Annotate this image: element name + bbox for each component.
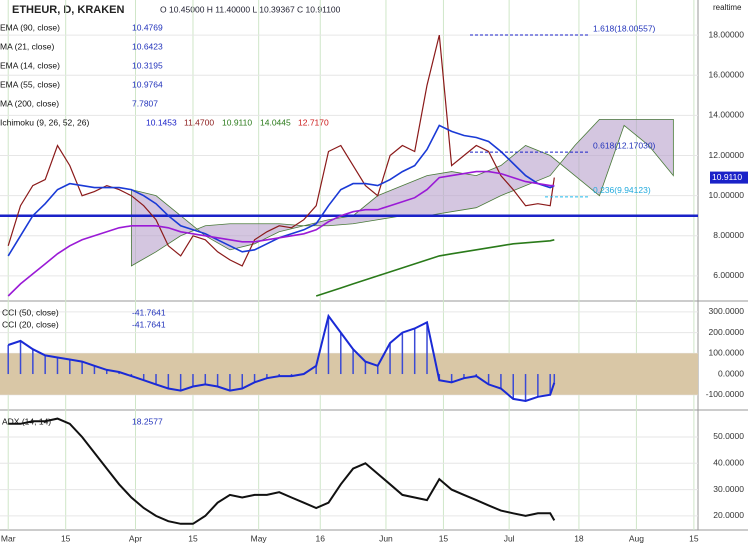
x-tick-label: 15 — [61, 533, 71, 543]
y-tick-label: 12.00000 — [709, 150, 745, 160]
x-tick-label: Jul — [504, 533, 515, 543]
price-tag — [710, 171, 748, 184]
legend-value: 10.9110 — [222, 117, 252, 127]
x-tick-label: Mar — [1, 533, 16, 543]
x-tick-label: May — [251, 533, 268, 543]
realtime: realtime — [713, 3, 742, 12]
fib-label: 0.618(12.17030) — [593, 140, 656, 150]
legend-value: 7.7807 — [132, 98, 158, 108]
legend-value: 14.0445 — [260, 117, 291, 127]
price-tag-label: 10.9110 — [712, 172, 742, 182]
series-line — [7, 313, 556, 403]
y-tick-label: 30.0000 — [713, 484, 744, 494]
y-tick-label: 18.00000 — [709, 29, 745, 39]
legend-label: MA (200, close) — [0, 98, 59, 108]
legend-value: -41.7641 — [132, 307, 166, 317]
legend-label: CCI (50, close) — [2, 307, 59, 317]
legend-label: EMA (55, close) — [0, 79, 60, 89]
fib-label: 1.618(18.00557) — [593, 23, 656, 33]
y-tick-label: 10.00000 — [709, 190, 745, 200]
legend-value: -41.7641 — [132, 319, 166, 329]
legend-label: EMA (14, close) — [0, 60, 60, 70]
legend-label: Ichimoku (9, 26, 52, 26) — [0, 117, 89, 127]
ohlc: O 10.45000 H 11.40000 L 10.39367 C 10.91… — [160, 4, 341, 14]
y-tick-label: 50.0000 — [713, 431, 744, 441]
legend-value: 10.6423 — [132, 41, 163, 51]
legend-value: 10.1453 — [146, 117, 177, 127]
y-tick-label: 100.0000 — [709, 348, 745, 358]
legend-value: 11.4700 — [184, 117, 214, 127]
x-tick-label: Apr — [129, 533, 142, 543]
legend-label: CCI (20, close) — [2, 319, 59, 329]
x-tick-label: 15 — [689, 533, 699, 543]
series-line — [315, 239, 555, 297]
legend-value: 10.3195 — [132, 60, 163, 70]
y-tick-label: 300.0000 — [709, 306, 745, 316]
y-tick-label: 200.0000 — [709, 327, 745, 337]
y-tick-label: 16.00000 — [709, 70, 745, 80]
y-tick-label: 40.0000 — [713, 458, 744, 468]
legend-value: 18.2577 — [132, 416, 163, 426]
x-tick-label: 16 — [316, 533, 326, 543]
series-line — [7, 34, 555, 267]
x-tick-label: Aug — [629, 533, 644, 543]
y-tick-label: 6.00000 — [713, 270, 744, 280]
legend-label: ADX (14, 14) — [2, 416, 51, 426]
symbol: ETHEUR, D, KRAKEN — [12, 4, 125, 16]
y-tick-label: 0.0000 — [718, 368, 744, 378]
x-tick-label: 15 — [439, 533, 449, 543]
y-tick-label: -100.0000 — [706, 389, 745, 399]
legend-value: 12.7170 — [298, 117, 329, 127]
series-line — [7, 124, 555, 257]
legend-label: EMA (90, close) — [0, 22, 60, 32]
legend-value: 10.9764 — [132, 79, 163, 89]
x-tick-label: Jun — [379, 533, 393, 543]
x-tick-label: 18 — [574, 533, 584, 543]
cci-band — [0, 353, 698, 395]
fib-label: 0.236(9.94123) — [593, 185, 651, 195]
series-line — [7, 170, 555, 297]
y-tick-label: 14.00000 — [709, 110, 745, 120]
x-tick-label: 15 — [188, 533, 198, 543]
y-tick-label: 8.00000 — [713, 230, 744, 240]
series-line — [8, 417, 556, 525]
y-tick-label: 20.0000 — [713, 510, 744, 520]
legend-value: 10.4769 — [132, 22, 163, 32]
legend-label: MA (21, close) — [0, 41, 54, 51]
